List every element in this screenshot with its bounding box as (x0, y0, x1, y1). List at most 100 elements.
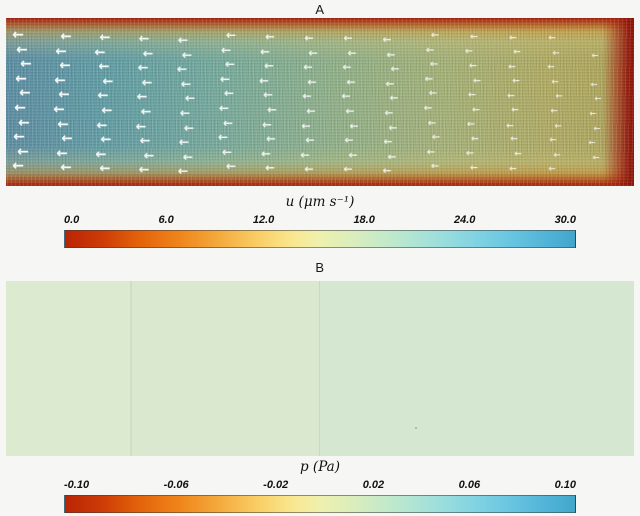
flow-arrow: ← (343, 163, 353, 177)
flow-arrow: ← (176, 62, 188, 77)
flow-arrow: ← (390, 63, 400, 76)
flow-arrow: ← (219, 101, 229, 116)
flow-arrow: ← (424, 73, 434, 85)
flow-arrow: ← (12, 27, 24, 44)
tick-label: 12.0 (252, 214, 275, 226)
flow-arrow: ← (593, 122, 601, 133)
flow-arrow: ← (423, 103, 433, 114)
flow-arrow: ← (306, 104, 316, 118)
flow-arrow: ← (342, 60, 352, 74)
flow-arrow: ← (514, 149, 522, 160)
flow-arrow: ← (18, 114, 30, 131)
flow-arrow: ← (99, 161, 111, 177)
flow-arrow: ← (265, 29, 275, 44)
flow-arrow: ← (12, 158, 24, 175)
flow-arrow: ← (341, 89, 351, 103)
flow-arrow: ← (226, 159, 236, 174)
flow-arrow: ← (139, 132, 151, 148)
flow-arrow: ← (225, 57, 235, 72)
flow-arrow: ← (221, 42, 231, 57)
flow-arrow: ← (592, 151, 600, 162)
flow-arrow: ← (344, 133, 354, 147)
flow-arrow: ← (261, 146, 271, 161)
flow-arrow: ← (56, 145, 68, 162)
flow-arrow: ← (551, 77, 559, 88)
colorbar-p-ticks: -0.10 -0.06 -0.02 0.02 0.06 0.10 (64, 479, 576, 493)
flow-arrow: ← (426, 146, 436, 158)
panel-b-label: B (315, 260, 325, 275)
tick-label: -0.06 (163, 479, 189, 491)
flow-arrow: ← (506, 119, 514, 131)
flow-arrow: ← (468, 89, 476, 101)
colorbar-p-title: p (Pa) (300, 459, 340, 475)
flow-arrow: ← (343, 31, 353, 45)
flow-arrow: ← (389, 92, 399, 105)
flow-arrow: ← (223, 115, 233, 130)
flow-arrow: ← (591, 49, 599, 60)
flow-arrow: ← (300, 148, 310, 162)
flow-arrow: ← (20, 56, 32, 73)
flow-arrow: ← (17, 143, 29, 160)
velocity-heatmap (6, 18, 634, 186)
flow-arrow: ← (267, 102, 277, 117)
panel-a-label: A (315, 2, 325, 17)
tick-label: 6.0 (158, 214, 174, 226)
flow-arrow: ← (262, 116, 272, 131)
panel-b (6, 281, 634, 456)
flow-arrow: ← (465, 148, 475, 159)
tick-label: 30.0 (554, 214, 576, 226)
flow-arrow: ← (430, 30, 440, 42)
flow-arrow: ← (222, 144, 232, 159)
flow-arrow: ← (142, 45, 154, 61)
flow-arrow: ← (136, 89, 148, 105)
flow-arrow: ← (470, 31, 478, 43)
flow-arrow: ← (308, 46, 318, 60)
flow-arrow: ← (473, 75, 481, 87)
flow-arrow: ← (302, 89, 312, 103)
flow-arrow: ← (385, 77, 395, 90)
flow-arrow: ← (14, 100, 26, 117)
flow-arrow: ← (101, 103, 113, 119)
flow-arrow: ← (143, 147, 155, 163)
flow-arrow: ← (346, 75, 356, 89)
flow-arrow: ← (347, 46, 357, 60)
flow-arrow: ← (388, 121, 398, 134)
flow-arrow: ← (349, 119, 359, 133)
tick-label: 0.0 (64, 214, 80, 226)
flow-arrow: ← (553, 150, 561, 161)
flow-arrow: ← (507, 90, 515, 102)
flow-arrow: ← (303, 60, 313, 74)
flow-arrow: ← (428, 88, 438, 100)
flow-arrow: ← (382, 33, 392, 46)
flow-arrow: ← (386, 48, 396, 61)
flow-arrow: ← (429, 59, 439, 71)
flow-arrow: ← (470, 162, 478, 174)
flow-arrow: ← (177, 32, 189, 47)
flow-arrow: ← (265, 160, 275, 175)
flow-vector-layer: ← ← ← ← ← ← ← ← ← ← ← ← ← ← ← ← ← ← ← ← ← ← ← ← ← ← ← ← ← ← ← ← ← ← ← ← ← ← ← ←… (6, 18, 634, 186)
flow-arrow: ← (469, 60, 477, 72)
tick-label: 0.02 (362, 479, 385, 491)
tick-label: 0.06 (458, 479, 481, 491)
flow-arrow: ← (59, 58, 71, 74)
flow-arrow: ← (466, 118, 476, 130)
panel-a: ← ← ← ← ← ← ← ← ← ← ← ← ← ← ← ← ← ← ← ← ← ← ← ← ← ← ← ← ← ← ← ← ← ← ← ← ← ← ← ←… (6, 18, 634, 186)
flow-arrow: ← (508, 61, 516, 73)
flow-arrow: ← (472, 104, 480, 116)
flow-arrow: ← (588, 136, 596, 147)
flow-arrow: ← (60, 29, 72, 45)
colorbar-p-gradient (64, 495, 576, 513)
flow-arrow: ← (60, 160, 72, 176)
flow-arrow: ← (218, 130, 228, 145)
flow-arrow: ← (178, 135, 190, 150)
flow-arrow: ← (550, 106, 558, 117)
flow-arrow: ← (511, 105, 519, 116)
tick-label: 24.0 (454, 214, 476, 226)
flow-arrow: ← (304, 31, 314, 45)
flow-arrow: ← (102, 74, 114, 90)
flow-arrow: ← (94, 45, 106, 61)
colorbar-u-gradient (64, 230, 576, 248)
flow-arrow: ← (184, 91, 196, 106)
flow-arrow: ← (226, 28, 236, 43)
flow-arrow: ← (259, 73, 269, 88)
